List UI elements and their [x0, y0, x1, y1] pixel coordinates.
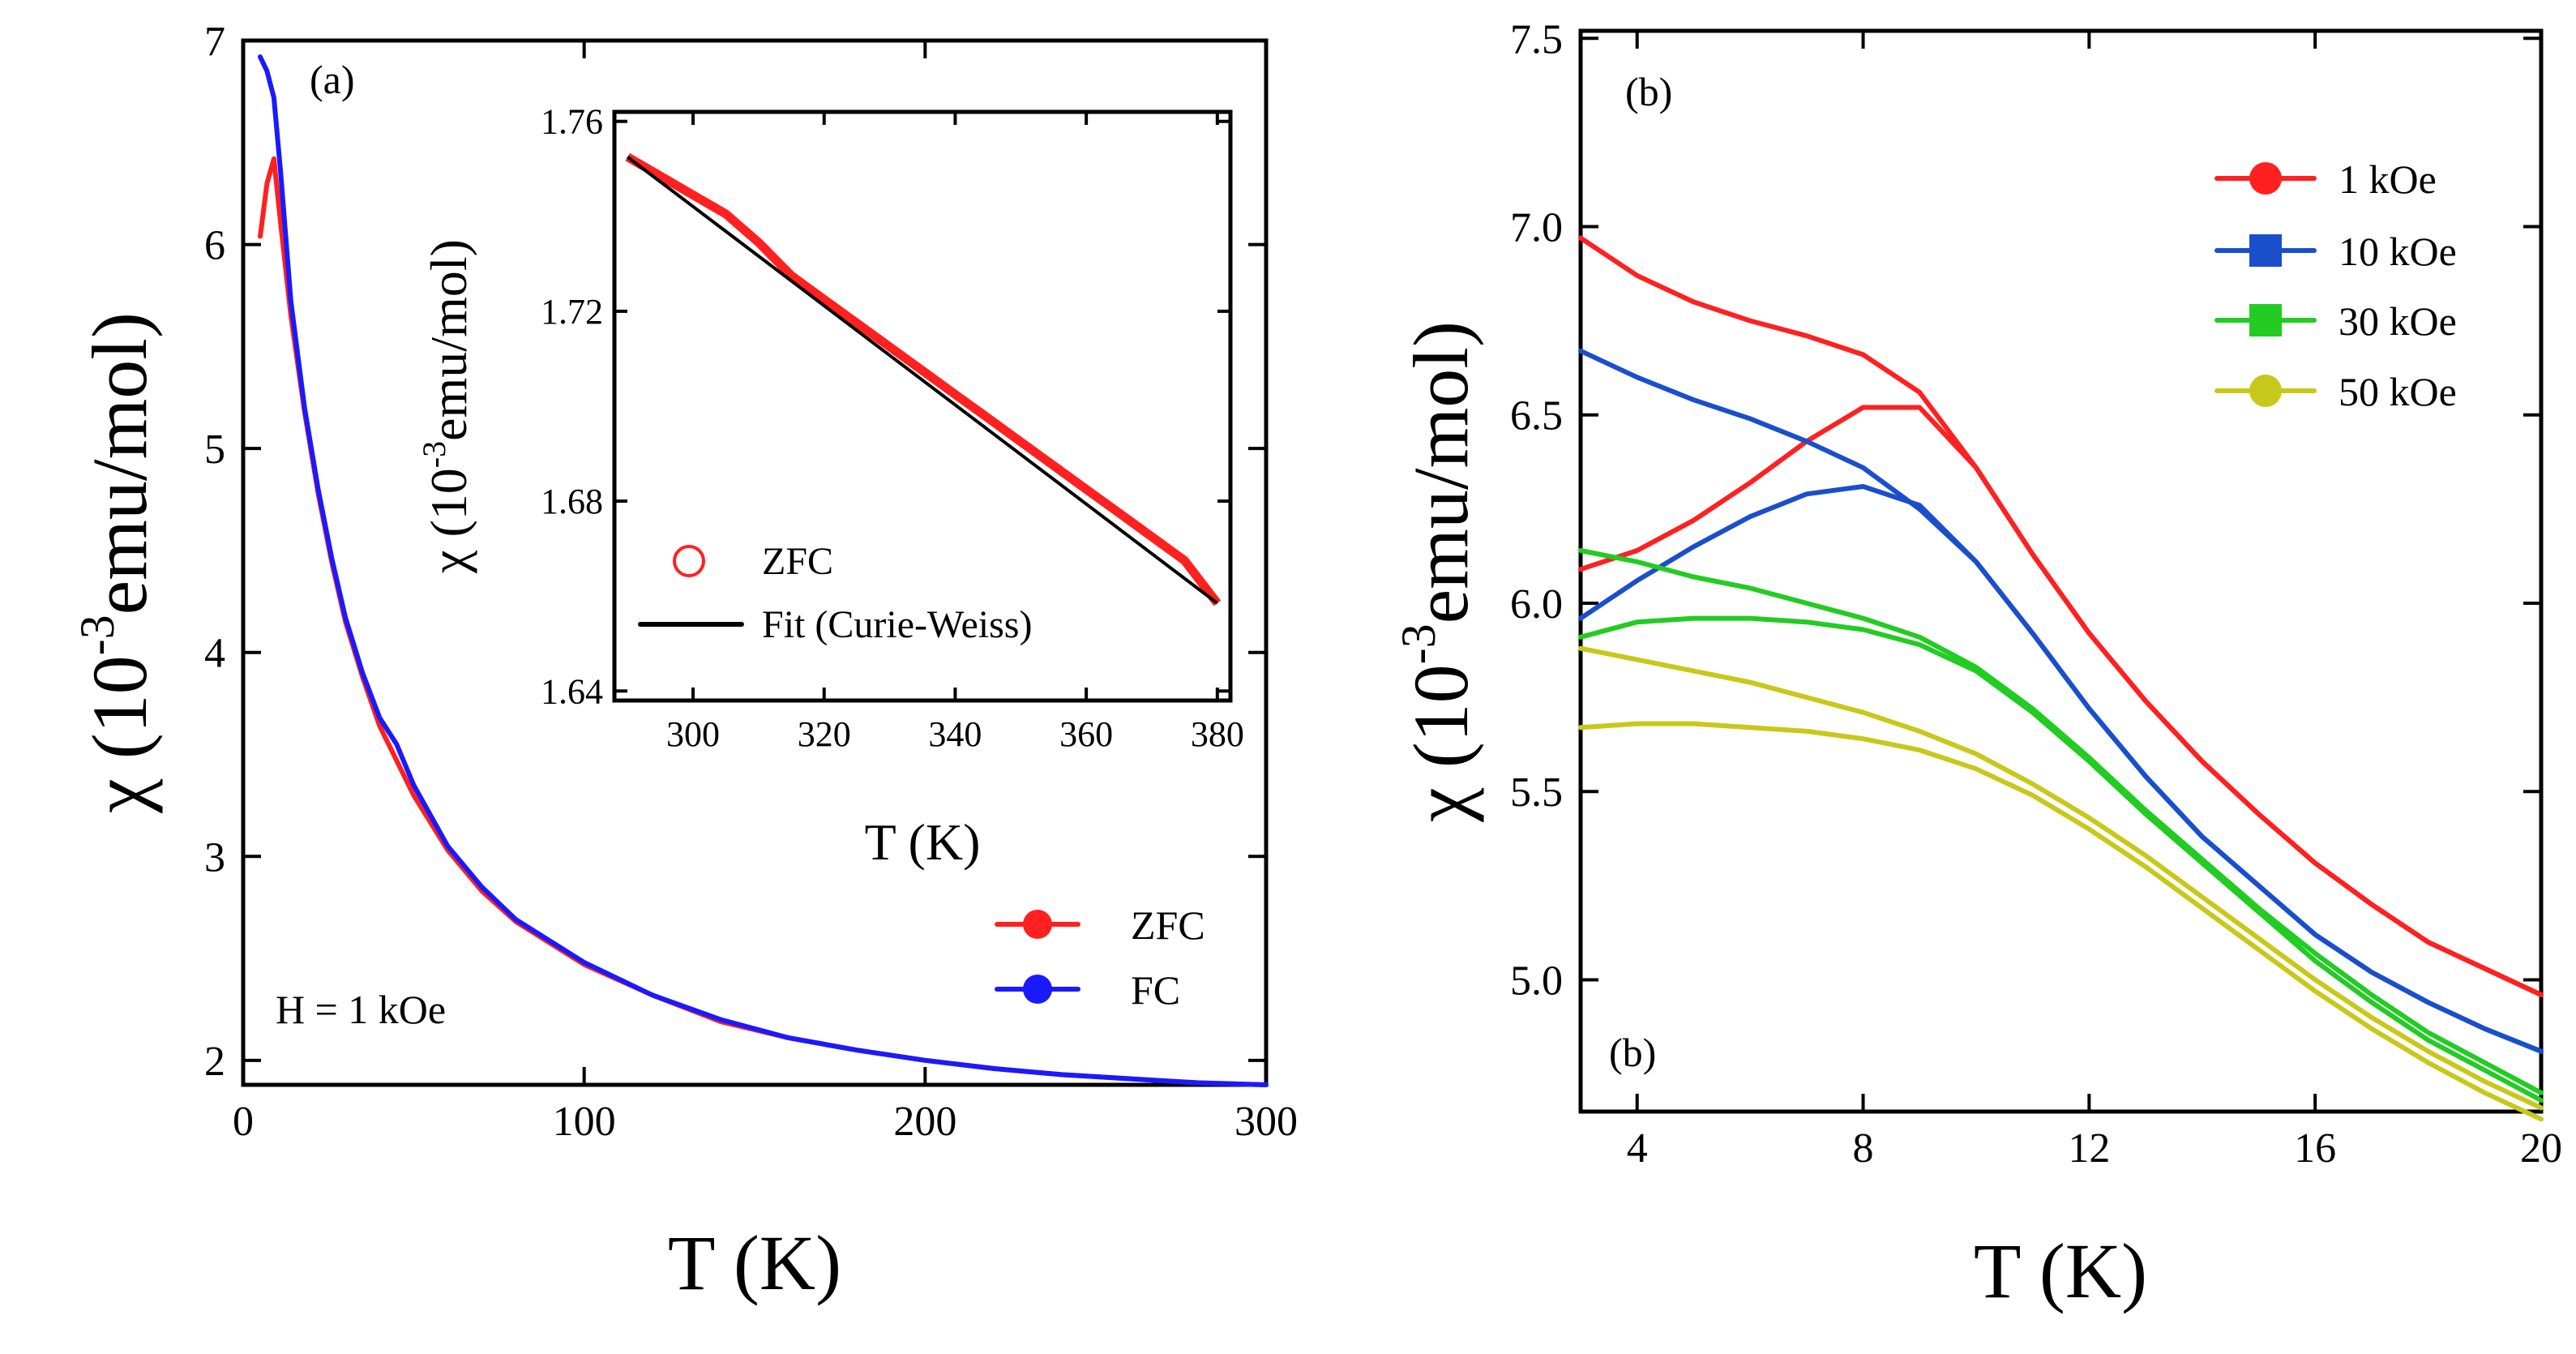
- panel-a-ticks: [242, 39, 1268, 1085]
- inset-series: [625, 152, 1222, 606]
- panel-a-y-title-open: (10: [76, 655, 163, 759]
- legend-50koe-label: 50 kOe: [2339, 369, 2457, 414]
- inset-tick-labels: 300 320 340 360 380 1.64 1.68 1.72 1.76: [541, 102, 1244, 754]
- i-x-tick-label: 340: [928, 714, 982, 754]
- a-x-tick-label: 0: [233, 1099, 254, 1145]
- legend-fc-marker: [1023, 975, 1052, 1004]
- panel-a-y-title-symbol: χ: [76, 778, 163, 814]
- panel-b-x-axis-title: T (K): [1974, 1228, 2147, 1314]
- panel-b-legend: 1 kOe 10 kOe 30 kOe 50 kOe: [2214, 156, 2457, 414]
- panel-b-y-title-open: (10: [1397, 664, 1484, 768]
- series-10koe-lower: [1578, 484, 2544, 1054]
- panel-a-tick-labels: 0 100 200 300 2 3 4 5 6 7: [204, 19, 1298, 1145]
- series-30koe-upper: [1578, 548, 2544, 1095]
- panel-b-series: [1578, 235, 2544, 1122]
- inset-legend-fit-label: Fit (Curie-Weiss): [762, 603, 1032, 646]
- inset-chart: 300 320 340 360 380 1.64 1.68 1.72 1.76 ZFC Fit …: [416, 102, 1244, 871]
- legend-50koe-marker: [2249, 375, 2282, 407]
- a-y-tick-label: 5: [204, 426, 225, 473]
- i-y-tick-label: 1.68: [541, 482, 603, 521]
- panel-b-y-title-symbol: χ: [1397, 787, 1484, 823]
- i-y-tick-label: 1.64: [541, 671, 603, 711]
- i-y-tick-label: 1.72: [541, 292, 603, 332]
- series-50koe-lower: [1578, 721, 2544, 1122]
- panel-a-field-annotation: H = 1 kOe: [276, 987, 446, 1032]
- b-x-tick-label: 12: [2068, 1125, 2110, 1172]
- panel-a-label: (a): [310, 57, 355, 102]
- a-x-tick-label: 100: [553, 1099, 616, 1145]
- legend-10koe-marker: [2249, 234, 2282, 267]
- a-y-tick-label: 4: [204, 631, 225, 677]
- series-10koe-upper: [1578, 348, 2544, 1054]
- b-y-tick-label: 7.0: [1510, 205, 1563, 251]
- b-y-tick-label: 6.0: [1510, 581, 1563, 628]
- a-x-tick-label: 300: [1235, 1099, 1298, 1145]
- panel-b-label-lower: (b): [1609, 1030, 1656, 1075]
- panel-a-x-axis-title: T (K): [668, 1219, 841, 1306]
- inset-y-title-unit: emu/mol): [420, 239, 477, 441]
- panel-a-y-title-exponent: -3: [71, 615, 124, 655]
- legend-fc-label: FC: [1131, 967, 1180, 1013]
- legend-zfc-marker: [1023, 910, 1052, 939]
- inset-ticks: [614, 112, 1230, 701]
- b-y-tick-label: 7.5: [1510, 16, 1563, 62]
- inset-legend-zfc-marker: [673, 545, 705, 577]
- legend-1koe-label: 1 kOe: [2339, 156, 2437, 202]
- series-1koe-lower: [1578, 405, 2544, 997]
- inset-plot-frame: [612, 109, 1233, 703]
- inset-legend-zfc-label: ZFC: [762, 540, 833, 583]
- svg-text:χ (10-3emu/mol): χ (10-3emu/mol): [416, 239, 477, 574]
- legend-30koe-marker: [2249, 304, 2282, 336]
- panel-b-y-axis-title: χ (10-3emu/mol): [1392, 321, 1484, 823]
- inset-y-axis-title: χ (10-3emu/mol): [416, 239, 477, 574]
- series-50koe-upper: [1578, 645, 2544, 1111]
- inset-x-axis-title: T (K): [865, 813, 981, 871]
- panel-a-series: [258, 54, 1269, 1087]
- series-30koe-lower: [1578, 615, 2544, 1103]
- inset-fit-line: [626, 156, 1219, 605]
- a-y-tick-label: 3: [204, 834, 225, 881]
- inset-y-title-open: (10: [420, 468, 477, 537]
- panel-b-ticks: [1581, 31, 2543, 1112]
- panel-a-chart: 0 100 200 300 2 3 4 5 6 7 (a) H = 1 kOe ZFC FC T …: [71, 19, 1298, 1306]
- legend-10koe-label: 10 kOe: [2339, 229, 2457, 274]
- a-y-tick-label: 6: [204, 223, 225, 269]
- panel-a-legend: ZFC FC: [995, 902, 1205, 1013]
- inset-zfc-points: [625, 152, 1222, 606]
- b-y-tick-label: 5.5: [1510, 769, 1563, 816]
- b-x-tick-label: 4: [1627, 1125, 1648, 1172]
- panel-a-y-axis-title: χ (10-3emu/mol): [71, 312, 163, 814]
- inset-legend: ZFC Fit (Curie-Weiss): [638, 540, 1032, 646]
- panel-b-chart: 4 8 12 16 20 5.0 5.5 6.0 6.5 7.0 7.5 (b) (b) 1 kOe…: [1392, 16, 2562, 1314]
- legend-30koe-label: 30 kOe: [2339, 298, 2457, 344]
- svg-text:χ (10-3emu/mol): χ (10-3emu/mol): [1392, 321, 1484, 823]
- a-y-tick-label: 2: [204, 1039, 225, 1085]
- panel-b-label: (b): [1625, 69, 1672, 114]
- svg-text:χ (10-3emu/mol): χ (10-3emu/mol): [71, 312, 163, 814]
- panel-a-plot-frame: [241, 38, 1269, 1087]
- i-x-tick-label: 380: [1191, 714, 1244, 754]
- b-y-tick-label: 5.0: [1510, 958, 1563, 1004]
- series-fc-line: [258, 54, 1269, 1087]
- i-x-tick-label: 320: [798, 714, 851, 754]
- i-x-tick-label: 360: [1059, 714, 1113, 754]
- b-x-tick-label: 16: [2294, 1125, 2336, 1172]
- panel-a-y-title-unit: emu/mol): [76, 312, 163, 615]
- inset-y-title-symbol: χ: [420, 550, 477, 574]
- legend-zfc-label: ZFC: [1131, 902, 1205, 948]
- a-y-tick-label: 7: [204, 19, 225, 65]
- panel-b-y-title-unit: emu/mol): [1397, 321, 1484, 623]
- panel-b-y-title-exponent: -3: [1392, 623, 1445, 664]
- panel-b-tick-labels: 4 8 12 16 20 5.0 5.5 6.0 6.5 7.0 7.5: [1510, 16, 2562, 1172]
- legend-1koe-marker: [2249, 162, 2282, 195]
- inset-y-title-exponent: -3: [416, 441, 452, 468]
- b-x-tick-label: 20: [2520, 1125, 2562, 1172]
- b-x-tick-label: 8: [1853, 1125, 1874, 1172]
- b-y-tick-label: 6.5: [1510, 393, 1563, 439]
- a-x-tick-label: 200: [893, 1099, 956, 1145]
- i-y-tick-label: 1.76: [541, 102, 603, 142]
- i-x-tick-label: 300: [666, 714, 720, 754]
